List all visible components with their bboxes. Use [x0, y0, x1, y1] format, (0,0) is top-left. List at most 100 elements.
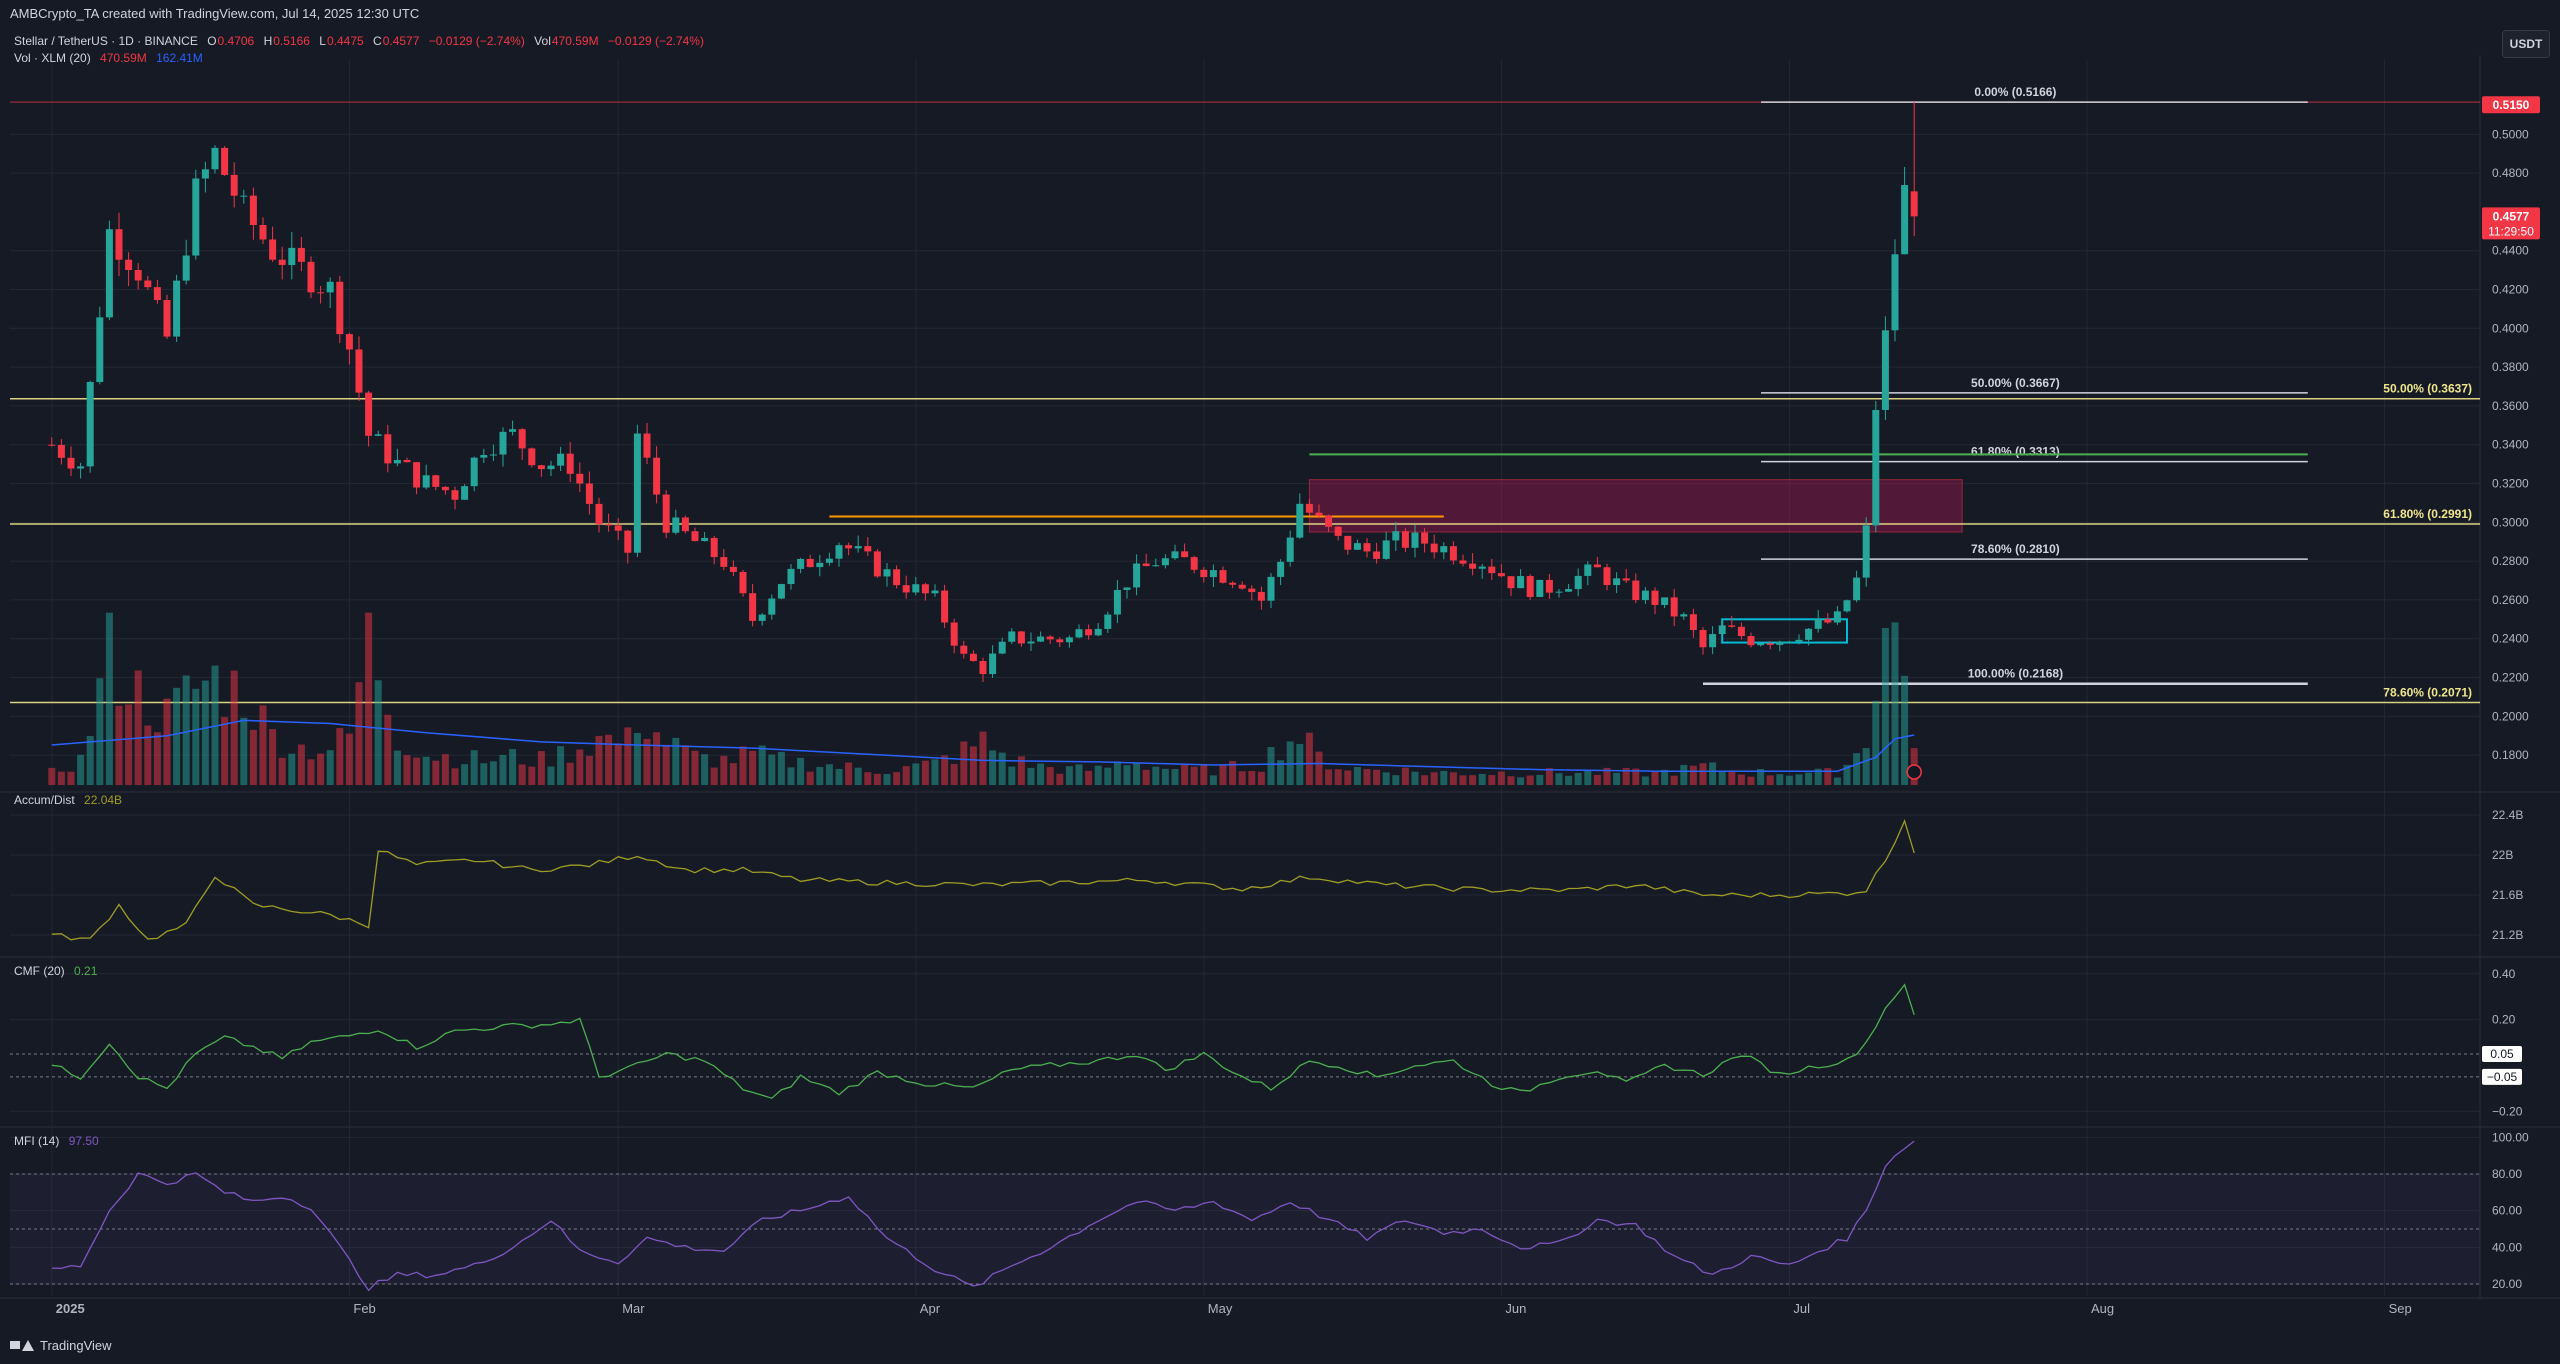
- price-tick-label: 0.5000: [2492, 127, 2529, 141]
- candle-body: [1200, 569, 1208, 578]
- candle-body: [509, 429, 517, 432]
- candle-body: [614, 525, 622, 531]
- accum-legend-label[interactable]: Accum/Dist: [14, 793, 75, 807]
- cmf-legend-value: 0.21: [74, 964, 98, 978]
- candle-body: [1075, 629, 1083, 638]
- volume-bar: [1584, 770, 1592, 785]
- volume-legend: Vol · XLM (20) 470.59M 162.41M: [14, 51, 209, 65]
- candle-body: [326, 281, 334, 293]
- price-tick-label: 0.2000: [2492, 709, 2529, 723]
- candle-body: [1353, 543, 1361, 550]
- ohlc-high: H0.5166: [263, 34, 310, 48]
- candle-body: [1046, 636, 1054, 640]
- volume-bar: [710, 767, 718, 785]
- volume-bar: [1622, 767, 1630, 785]
- candle-body: [931, 590, 939, 594]
- volume-bar: [230, 670, 238, 785]
- volume-bar: [1670, 775, 1678, 785]
- volume-bar: [873, 773, 881, 785]
- candle-body: [1133, 563, 1141, 588]
- volume-bar: [729, 763, 737, 785]
- candle-body: [1171, 551, 1179, 559]
- volume-bar: [1776, 774, 1784, 785]
- currency-button[interactable]: USDT: [2502, 30, 2550, 58]
- volume-bar: [825, 764, 833, 785]
- cmf-band-label: −0.05: [2487, 1070, 2518, 1084]
- volume-bar: [480, 763, 488, 785]
- candle-body: [787, 568, 795, 585]
- volume-bar: [883, 774, 891, 785]
- volume-bar: [1190, 766, 1198, 785]
- price-tick-label: 0.4800: [2492, 166, 2529, 180]
- candle-body: [1661, 597, 1669, 605]
- volume-bar: [115, 705, 123, 785]
- mfi-legend-label[interactable]: MFI (14): [14, 1134, 60, 1148]
- volume-bar: [1046, 767, 1054, 785]
- symbol-name[interactable]: Stellar / TetherUS · 1D · BINANCE: [14, 34, 198, 48]
- volume-legend-label[interactable]: Vol · XLM (20): [14, 51, 91, 65]
- candle-body: [1286, 537, 1294, 562]
- price-tick-label: 0.3200: [2492, 476, 2529, 490]
- candle-body: [1478, 566, 1486, 569]
- volume-bar: [739, 746, 747, 785]
- volume-bar: [969, 746, 977, 785]
- volume-bar: [461, 764, 469, 785]
- candle-body: [1037, 636, 1045, 642]
- volume-bar: [797, 757, 805, 785]
- volume-bar: [1728, 770, 1736, 785]
- supply-zone: [1308, 479, 1963, 533]
- volume-bar: [1593, 774, 1601, 785]
- volume-bar: [1363, 769, 1371, 785]
- mfi-tick-label: 80.00: [2492, 1167, 2522, 1181]
- cmf-band-label: 0.05: [2490, 1047, 2514, 1061]
- candle-body: [192, 178, 200, 256]
- candle-body: [1382, 540, 1390, 559]
- candle-body: [1238, 584, 1246, 589]
- candle-body: [1593, 564, 1601, 568]
- volume-bar: [1171, 768, 1179, 785]
- candle-body: [1613, 578, 1621, 586]
- volume-bar: [758, 745, 766, 785]
- volume-bar: [1824, 768, 1832, 785]
- candle-body: [912, 584, 920, 593]
- volume-bar: [1104, 767, 1112, 785]
- volume-bar: [931, 759, 939, 785]
- candle-body: [499, 431, 507, 455]
- candle-body: [57, 444, 65, 458]
- mfi-line: [51, 1140, 1915, 1292]
- candle-body: [115, 229, 123, 260]
- volume-bar: [1699, 763, 1707, 785]
- volume-bar: [912, 763, 920, 785]
- accum-tick-label: 22B: [2492, 848, 2513, 862]
- volume-bar: [1881, 627, 1889, 785]
- cmf-legend-label[interactable]: CMF (20): [14, 964, 65, 978]
- candle-body: [873, 551, 881, 577]
- volume-bar: [1449, 772, 1457, 785]
- volume-bar: [192, 688, 200, 785]
- volume-bar: [355, 682, 363, 785]
- volume-bar: [605, 734, 613, 785]
- candle-body: [777, 584, 785, 599]
- tradingview-footer[interactable]: TradingView: [10, 1338, 112, 1353]
- fib-level-label: 50.00% (0.3667): [1971, 376, 2060, 390]
- volume-legend-ma: 162.41M: [156, 51, 203, 65]
- candle-body: [1277, 561, 1285, 577]
- volume-bar: [67, 771, 75, 785]
- volume-bar: [57, 771, 65, 785]
- candle-body: [1267, 576, 1275, 601]
- candle-body: [240, 195, 248, 197]
- attribution-text: AMBCrypto_TA created with TradingView.co…: [10, 6, 420, 21]
- candle-body: [1622, 578, 1630, 581]
- candle-body: [902, 585, 910, 593]
- price-tick-label: 0.4400: [2492, 244, 2529, 258]
- volume-bar: [1862, 748, 1870, 785]
- price-tick-label: 0.3400: [2492, 438, 2529, 452]
- candle-body: [317, 292, 325, 294]
- candle-body: [806, 558, 814, 568]
- volume-bar: [921, 760, 929, 785]
- candle-body: [67, 457, 75, 469]
- candle-body: [1190, 557, 1198, 570]
